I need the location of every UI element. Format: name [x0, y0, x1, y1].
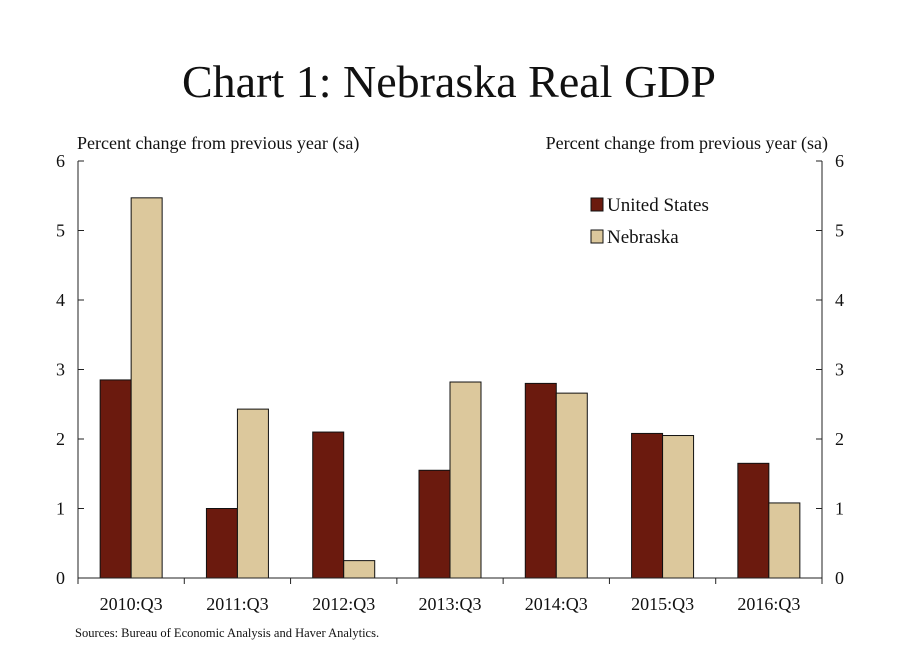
legend: United States Nebraska: [590, 195, 709, 248]
x-tick-label: 2012:Q3: [312, 594, 375, 614]
bar-united-states-2014-q3: [524, 382, 557, 579]
bars-group: [99, 197, 801, 579]
source-note: Sources: Bureau of Economic Analysis and…: [75, 626, 380, 640]
y-tick-label-right: 5: [835, 221, 844, 241]
bar-united-states-2011-q3: [205, 508, 238, 579]
x-tick-label: 2010:Q3: [100, 594, 163, 614]
y-tick-label-right: 4: [835, 290, 844, 310]
y-axis-label-right: Percent change from previous year (sa): [545, 133, 828, 153]
y-axis-label-left: Percent change from previous year (sa): [77, 133, 360, 153]
x-tick-label: 2013:Q3: [419, 594, 482, 614]
y-tick-label-left: 1: [56, 499, 65, 519]
bar-united-states-2016-q3: [737, 462, 770, 579]
bar-united-states-2012-q3: [312, 431, 345, 579]
y-tick-label-right: 3: [835, 360, 844, 380]
bar-nebraska-2016-q3: [768, 502, 801, 579]
bar-nebraska-2011-q3: [236, 408, 269, 579]
y-tick-label-left: 6: [56, 151, 65, 171]
y-tick-label-left: 2: [56, 429, 65, 449]
axes-group: 0 0 1 1 2 2 3 3 4 4 5 5 6 6 2010:Q3 2011:Q3 2012:Q3 2013:…: [56, 151, 844, 614]
y-tick-label-left: 0: [56, 568, 65, 588]
x-tick-label: 2015:Q3: [631, 594, 694, 614]
y-tick-label-left: 3: [56, 360, 65, 380]
bar-nebraska-2015-q3: [662, 435, 695, 579]
legend-label-nebraska: Nebraska: [607, 227, 679, 248]
y-tick-label-right: 0: [835, 568, 844, 588]
bar-nebraska-2014-q3: [555, 392, 588, 579]
y-tick-label-right: 6: [835, 151, 844, 171]
legend-label-united-states: United States: [607, 195, 709, 216]
x-tick-label: 2011:Q3: [206, 594, 268, 614]
bar-nebraska-2012-q3: [343, 560, 376, 579]
bar-nebraska-2010-q3: [130, 197, 163, 579]
y-tick-label-right: 1: [835, 499, 844, 519]
bar-united-states-2015-q3: [631, 432, 664, 579]
y-tick-label-left: 5: [56, 221, 65, 241]
x-tick-label: 2014:Q3: [525, 594, 588, 614]
y-tick-label-right: 2: [835, 429, 844, 449]
legend-swatch-united-states: [590, 197, 604, 212]
x-tick-label: 2016:Q3: [737, 594, 800, 614]
bar-united-states-2013-q3: [418, 469, 451, 579]
chart-title: Chart 1: Nebraska Real GDP: [182, 56, 716, 107]
legend-swatch-nebraska: [590, 229, 604, 244]
y-tick-label-left: 4: [56, 290, 65, 310]
bar-nebraska-2013-q3: [449, 381, 482, 579]
bar-united-states-2010-q3: [99, 379, 132, 579]
